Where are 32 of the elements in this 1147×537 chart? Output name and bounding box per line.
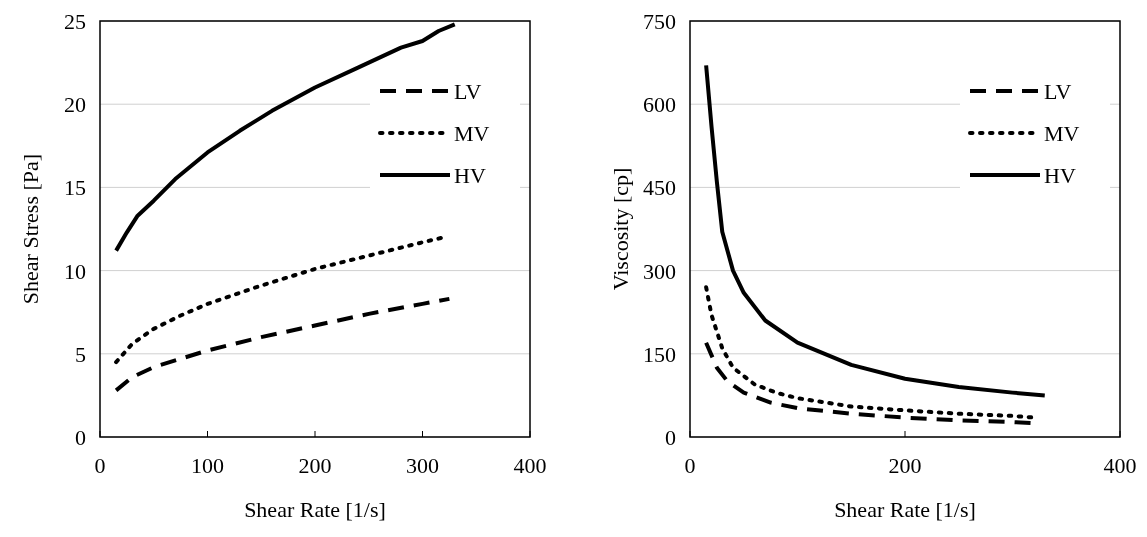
y-tick-label: 150	[643, 341, 676, 367]
line-series	[114, 235, 446, 365]
y-axis-title: Shear Stress [Pa]	[18, 153, 43, 305]
x-tick-label: 400	[1103, 453, 1137, 478]
x-axis-title: Shear Rate [1/s]	[244, 497, 386, 522]
x-tick-label: 0	[684, 453, 696, 478]
x-tick-label: 400	[513, 453, 547, 478]
x-tick-label: 0	[94, 453, 106, 478]
y-tick-label: 450	[643, 175, 676, 201]
x-tick-label: 300	[406, 453, 439, 478]
legend-label: LV	[454, 79, 482, 104]
y-tick-label: 25	[64, 9, 86, 34]
x-tick-label: 200	[298, 453, 332, 478]
y-tick-label: 0	[665, 425, 676, 450]
x-axis-title: Shear Rate [1/s]	[834, 497, 976, 522]
line-series	[114, 296, 452, 393]
x-tick-label: 100	[191, 453, 224, 478]
y-tick-label: 20	[64, 92, 86, 118]
legend-label: LV	[1044, 79, 1072, 104]
y-tick-label: 15	[64, 175, 86, 201]
x-tick-label: 200	[888, 453, 922, 478]
y-tick-label: 300	[643, 258, 676, 284]
y-tick-label: 600	[643, 92, 676, 118]
legend-label: HV	[454, 163, 486, 188]
y-tick-label: 0	[75, 425, 86, 450]
y-tick-label: 750	[643, 9, 676, 34]
legend-label: MV	[454, 121, 490, 146]
y-tick-label: 5	[75, 341, 86, 367]
y-tick-label: 10	[64, 258, 86, 284]
y-axis-title: Viscosity [cp]	[608, 167, 633, 291]
legend-label: MV	[1044, 121, 1080, 146]
legend-label: HV	[1044, 163, 1076, 188]
